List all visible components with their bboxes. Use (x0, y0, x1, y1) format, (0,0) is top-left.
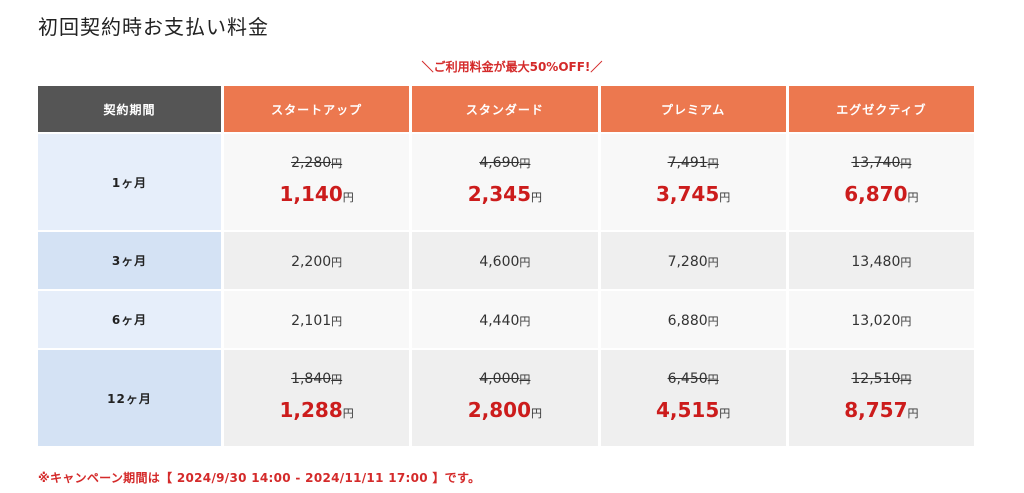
price-cell: 4,000円 2,800円 (412, 350, 598, 446)
page-title: 初回契約時お支払い料金 (38, 15, 269, 39)
original-price: 4,690円 (479, 155, 531, 171)
price-cell: 1,840円 1,288円 (224, 350, 410, 446)
price-cell: 6,450円 4,515円 (600, 350, 786, 446)
price-cell: 2,200円 (224, 232, 410, 289)
campaign-footnote: ※キャンペーン期間は【 2024/9/30 14:00 - 2024/11/11… (38, 471, 481, 485)
original-price: 1,840円 (291, 371, 343, 387)
original-price: 7,491円 (667, 155, 719, 171)
table-row-3-months: 3ヶ月 2,200円 4,600円 7,280円 13,480円 (38, 232, 974, 289)
price-cell: 4,600円 (412, 232, 598, 289)
price-cell: 13,740円 6,870円 (788, 134, 974, 230)
discounted-price: 2,800円 (467, 398, 542, 422)
header-plan-standard: スタンダード (412, 86, 598, 132)
original-price: 6,450円 (667, 371, 719, 387)
discounted-price: 8,757円 (844, 398, 919, 422)
table-row-12-months: 12ヶ月 1,840円 1,288円 4,000円 2,800円 6,450円 … (38, 350, 974, 446)
discounted-price: 6,870円 (844, 182, 919, 206)
header-plan-startup: スタートアップ (224, 86, 410, 132)
table-header-row: 契約期間 スタートアップ スタンダード プレミアム エグゼクティブ (38, 86, 974, 132)
original-price: 13,740円 (851, 155, 912, 171)
price-cell: 4,440円 (412, 291, 598, 348)
table-row-1-month: 1ヶ月 2,280円 1,140円 4,690円 2,345円 7,491円 3… (38, 134, 974, 230)
period-cell: 3ヶ月 (38, 232, 221, 289)
price-cell: 13,480円 (788, 232, 974, 289)
period-cell: 12ヶ月 (38, 350, 221, 446)
discounted-price: 1,140円 (279, 182, 354, 206)
original-price: 12,510円 (851, 371, 912, 387)
price-cell: 7,491円 3,745円 (600, 134, 786, 230)
price-cell: 2,101円 (224, 291, 410, 348)
original-price: 4,000円 (479, 371, 531, 387)
price-cell: 13,020円 (788, 291, 974, 348)
period-cell: 1ヶ月 (38, 134, 221, 230)
price-table: 契約期間 スタートアップ スタンダード プレミアム エグゼクティブ 1ヶ月 2,… (35, 84, 977, 448)
price-cell: 6,880円 (600, 291, 786, 348)
header-plan-premium: プレミアム (600, 86, 786, 132)
discounted-price: 3,745円 (655, 182, 731, 206)
header-period: 契約期間 (38, 86, 221, 132)
price-cell: 4,690円 2,345円 (412, 134, 598, 230)
discounted-price: 2,345円 (467, 182, 542, 206)
price-cell: 2,280円 1,140円 (224, 134, 410, 230)
promo-banner: ＼ご利用料金が最大50%OFF!／ (421, 60, 603, 74)
discounted-price: 1,288円 (279, 398, 354, 422)
price-cell: 7,280円 (600, 232, 786, 289)
table-row-6-months: 6ヶ月 2,101円 4,440円 6,880円 13,020円 (38, 291, 974, 348)
discounted-price: 4,515円 (655, 398, 731, 422)
price-cell: 12,510円 8,757円 (788, 350, 974, 446)
period-cell: 6ヶ月 (38, 291, 221, 348)
original-price: 2,280円 (291, 155, 343, 171)
header-plan-executive: エグゼクティブ (788, 86, 974, 132)
